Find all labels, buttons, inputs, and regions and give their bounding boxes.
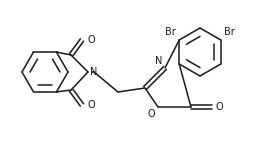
Text: O: O <box>87 100 95 110</box>
Text: Br: Br <box>166 27 176 37</box>
Text: O: O <box>87 35 95 45</box>
Text: O: O <box>216 102 224 112</box>
Text: N: N <box>90 67 97 77</box>
Text: Br: Br <box>224 27 234 37</box>
Text: N: N <box>155 56 162 66</box>
Text: O: O <box>147 109 155 119</box>
